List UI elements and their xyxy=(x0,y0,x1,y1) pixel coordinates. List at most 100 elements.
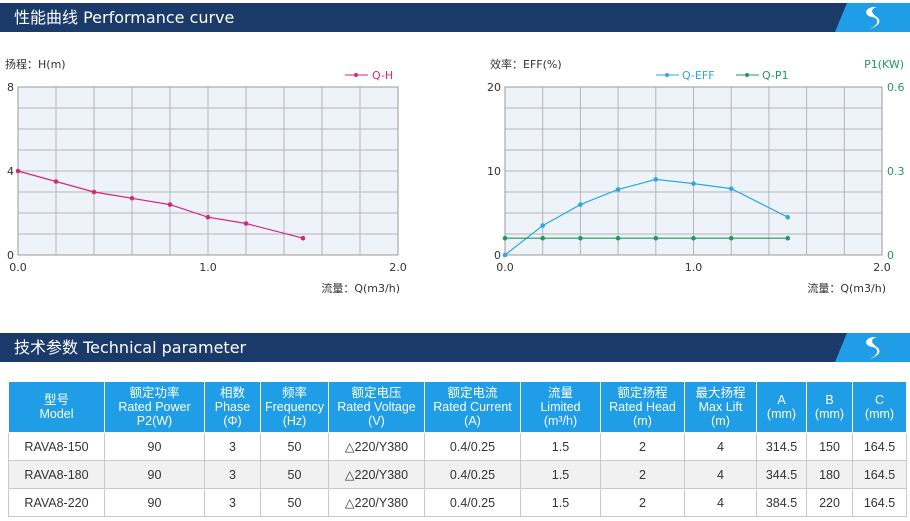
data-point xyxy=(205,214,211,220)
data-point xyxy=(615,187,621,192)
table-cell: 3 xyxy=(204,432,261,461)
header-line: C xyxy=(874,393,885,407)
plot-frame xyxy=(504,86,883,256)
y-axis-label: 扬程：H(m) xyxy=(5,57,66,71)
table-cell: 1.5 xyxy=(520,488,601,517)
header-line: 相数 xyxy=(219,386,245,400)
data-point xyxy=(691,235,696,241)
header-line: (Hz) xyxy=(282,414,307,428)
data-point xyxy=(540,235,545,241)
data-point xyxy=(728,186,734,191)
header-line: Rated Current xyxy=(433,400,512,414)
header-line: 型号 xyxy=(43,393,69,407)
head-flow-chart: 扬程：H(m) 流量：Q(m3/h) Q-H 0.0 1.0 2.0 0 4 8 xyxy=(5,57,407,295)
header-line: Frequency xyxy=(264,400,325,414)
column-header: 型号 Model xyxy=(8,381,105,433)
table-cell: △220/Y380 xyxy=(328,432,425,461)
header-line: 额定电压 xyxy=(351,386,402,400)
data-point xyxy=(15,168,21,174)
table-cell: △220/Y380 xyxy=(328,460,425,489)
table-cell: 4 xyxy=(684,488,757,517)
y-tick-label: 4 xyxy=(7,165,14,178)
table-cell: 1.5 xyxy=(520,432,601,461)
x-tick-label: 2.0 xyxy=(873,261,891,274)
table-cell: 164.5 xyxy=(852,460,907,489)
x-tick-label: 1.0 xyxy=(199,261,217,274)
header-line: (mm) xyxy=(814,407,845,421)
header-line: 额定电流 xyxy=(447,386,498,400)
header-line: Rated Power xyxy=(118,400,191,414)
table-cell: 344.5 xyxy=(756,460,807,489)
data-point xyxy=(578,235,583,241)
legend-q-p1: Q-P1 xyxy=(762,69,789,82)
y2-tick-label: 0 xyxy=(887,249,894,262)
efficiency-power-chart: 效率：EFF(%) P1(KW) 流量：Q(m3/h) Q-EFF Q-P1 0… xyxy=(487,57,905,295)
table-cell: △220/Y380 xyxy=(328,488,425,517)
table-cell: 0.4/0.25 xyxy=(424,460,521,489)
section-title: 性能曲线 Performance curve xyxy=(14,8,235,27)
header-line: (A) xyxy=(464,414,481,428)
header-line: (V) xyxy=(368,414,385,428)
x-tick-label: 0.0 xyxy=(9,261,27,274)
header-line: 最大扬程 xyxy=(695,386,746,400)
data-point xyxy=(53,179,59,184)
data-point xyxy=(785,214,791,220)
x-axis-label: 流量：Q(m3/h) xyxy=(807,281,886,295)
table-row: RAVA8-150 90 3 50 △220/Y380 0.4/0.25 1.5 2 4 314.… xyxy=(8,432,907,461)
data-point xyxy=(653,235,659,241)
header-line: B xyxy=(825,393,834,407)
chart-legend: Q-EFF Q-P1 xyxy=(656,69,789,82)
section-banner-params: 技术参数 Technical parameter xyxy=(0,333,910,362)
column-header: 最大扬程 Max Lift (m) xyxy=(684,381,757,433)
header-line: 流量 xyxy=(547,386,573,400)
legend-marker xyxy=(354,73,358,77)
table-cell: 0.4/0.25 xyxy=(424,432,521,461)
header-line: Limited xyxy=(540,400,581,414)
header-line: (mm) xyxy=(766,407,797,421)
header-line: Rated Head xyxy=(609,400,676,414)
table-cell: RAVA8-220 xyxy=(8,488,105,517)
data-point xyxy=(502,252,508,258)
data-point xyxy=(129,196,135,201)
technical-parameter-table: 型号 Model 额定功率 Rated Power P2(W) 相数 Phase (Φ) 频率 F… xyxy=(8,381,907,517)
table-cell: 90 xyxy=(104,432,205,461)
y-tick-label: 20 xyxy=(487,81,501,94)
table-cell: RAVA8-150 xyxy=(8,432,105,461)
legend-q-eff: Q-EFF xyxy=(682,69,715,82)
y-axis-label: 效率：EFF(%) xyxy=(490,57,562,71)
data-point xyxy=(653,177,659,182)
table-cell: 0.4/0.25 xyxy=(424,488,521,517)
chart-legend: Q-H xyxy=(345,69,393,82)
table-row: RAVA8-220 90 3 50 △220/Y380 0.4/0.25 1.5 2 4 384.… xyxy=(8,488,907,517)
table-cell: 314.5 xyxy=(756,432,807,461)
swoosh-logo-icon xyxy=(835,3,910,32)
table-cell: 4 xyxy=(684,432,757,461)
data-point xyxy=(615,235,621,241)
y-tick-label: 0 xyxy=(7,249,14,262)
header-line: Max Lift xyxy=(698,400,743,414)
data-point xyxy=(300,235,306,241)
series-line-q-eff xyxy=(504,178,789,256)
legend-q-h: Q-H xyxy=(372,69,393,82)
data-point xyxy=(167,202,173,207)
data-point xyxy=(785,235,791,241)
data-point xyxy=(691,181,696,186)
y2-tick-label: 0.6 xyxy=(887,81,905,94)
data-point xyxy=(243,221,249,226)
table-cell: 2 xyxy=(600,432,685,461)
column-header: C (mm) xyxy=(852,381,907,433)
x-tick-label: 2.0 xyxy=(389,261,407,274)
data-point xyxy=(728,235,734,241)
x-tick-label: 0.0 xyxy=(496,261,514,274)
table-cell: 50 xyxy=(260,460,329,489)
table-cell: 50 xyxy=(260,488,329,517)
data-point xyxy=(91,189,97,195)
table-cell: 3 xyxy=(204,460,261,489)
section-banner-curve: 性能曲线 Performance curve xyxy=(0,3,910,32)
section-title: 技术参数 Technical parameter xyxy=(14,338,247,357)
y-tick-label: 8 xyxy=(7,81,14,94)
table-header-row: 型号 Model 额定功率 Rated Power P2(W) 相数 Phase (Φ) 频率 F… xyxy=(8,381,907,433)
swoosh-logo-icon xyxy=(835,333,910,362)
table-cell: 2 xyxy=(600,460,685,489)
table-cell: RAVA8-180 xyxy=(8,460,105,489)
